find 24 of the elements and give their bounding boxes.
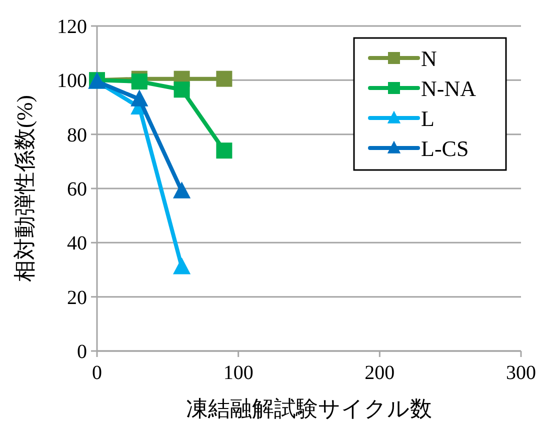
y-tick-label: 120: [57, 16, 87, 38]
point: [174, 82, 190, 98]
legend-label: N: [421, 46, 437, 71]
y-axis-title: 相対動弾性係数(%): [12, 95, 37, 282]
x-tick-label: 300: [506, 362, 536, 384]
y-tick-label: 60: [67, 178, 87, 200]
legend-label: N-NA: [421, 76, 476, 101]
x-tick-label: 0: [92, 362, 102, 384]
legend-label: L: [421, 106, 434, 131]
x-tick-label: 200: [364, 362, 395, 384]
point: [216, 142, 232, 159]
x-axis-title: 凍結融解試験サイクル数: [186, 396, 432, 421]
point: [173, 257, 191, 274]
legend-label: L-CS: [421, 136, 469, 161]
point: [130, 90, 148, 106]
point: [216, 70, 232, 87]
y-tick-label: 40: [67, 232, 87, 255]
y-tick-label: 0: [77, 341, 87, 363]
point: [173, 182, 191, 198]
x-tick-label: 100: [223, 362, 254, 384]
y-tick-label: 20: [67, 286, 87, 309]
y-tick-label: 80: [67, 124, 87, 146]
y-tick-label: 100: [57, 70, 87, 92]
point: [131, 74, 148, 90]
